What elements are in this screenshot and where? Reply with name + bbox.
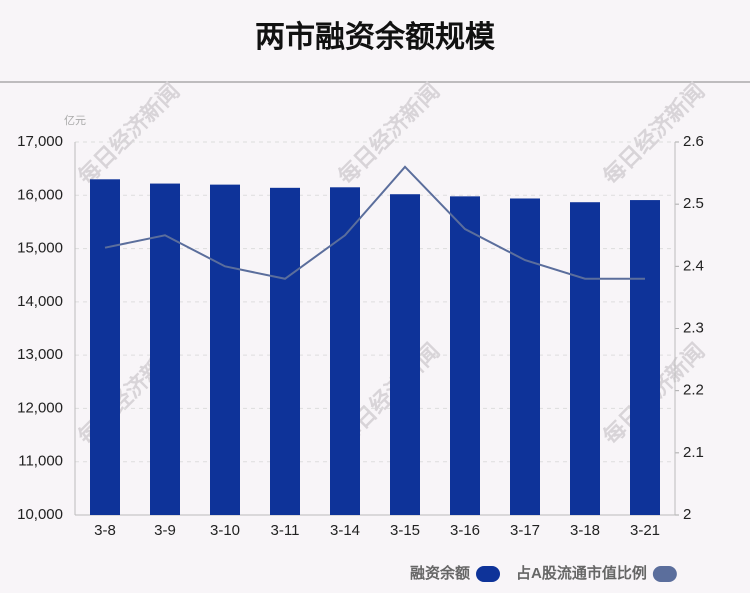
chart-title: 两市融资余额规模 (255, 20, 495, 54)
bar (390, 194, 420, 515)
y2-tick-label: 2.6 (683, 133, 704, 150)
y-tick-label: 17,000 (17, 133, 63, 150)
bar (450, 196, 480, 515)
legend-label: 融资余额 (410, 564, 470, 582)
bar (90, 179, 120, 516)
bar (570, 202, 600, 515)
x-tick-label: 3-10 (210, 522, 240, 539)
legend-swatch (476, 566, 501, 582)
y2-tick-label: 2.4 (683, 257, 704, 274)
y2-tick-label: 2.1 (683, 444, 704, 461)
y-tick-label: 11,000 (18, 453, 63, 470)
legend-label: 占A股流通市值比例 (516, 564, 647, 582)
x-tick-label: 3-17 (510, 522, 540, 539)
bar (510, 198, 540, 516)
y-tick-label: 13,000 (17, 346, 63, 363)
y2-tick-label: 2.3 (683, 319, 704, 336)
x-tick-label: 3-16 (450, 522, 480, 539)
x-tick-label: 3-21 (630, 522, 660, 539)
y-tick-label: 10,000 (17, 506, 63, 523)
legend-swatch (652, 566, 677, 582)
y-tick-label: 16,000 (17, 186, 63, 203)
y-tick-label: 12,000 (17, 399, 63, 416)
x-tick-label: 3-14 (330, 522, 360, 539)
x-tick-label: 3-11 (271, 522, 300, 539)
y-tick-label: 15,000 (17, 240, 63, 257)
x-tick-label: 3-18 (570, 522, 600, 539)
x-tick-label: 3-15 (390, 522, 420, 539)
y-unit: 亿元 (64, 114, 86, 127)
y2-tick-label: 2.2 (683, 382, 704, 399)
x-tick-label: 3-8 (94, 522, 116, 539)
bar (630, 200, 660, 515)
bar (270, 187, 300, 515)
y2-tick-label: 2.5 (683, 195, 704, 212)
y2-tick-label: 2 (683, 506, 691, 523)
bar (210, 184, 240, 515)
x-tick-label: 3-9 (154, 522, 176, 539)
y-tick-label: 14,000 (17, 293, 63, 310)
bar (150, 183, 180, 515)
line (104, 165, 645, 280)
